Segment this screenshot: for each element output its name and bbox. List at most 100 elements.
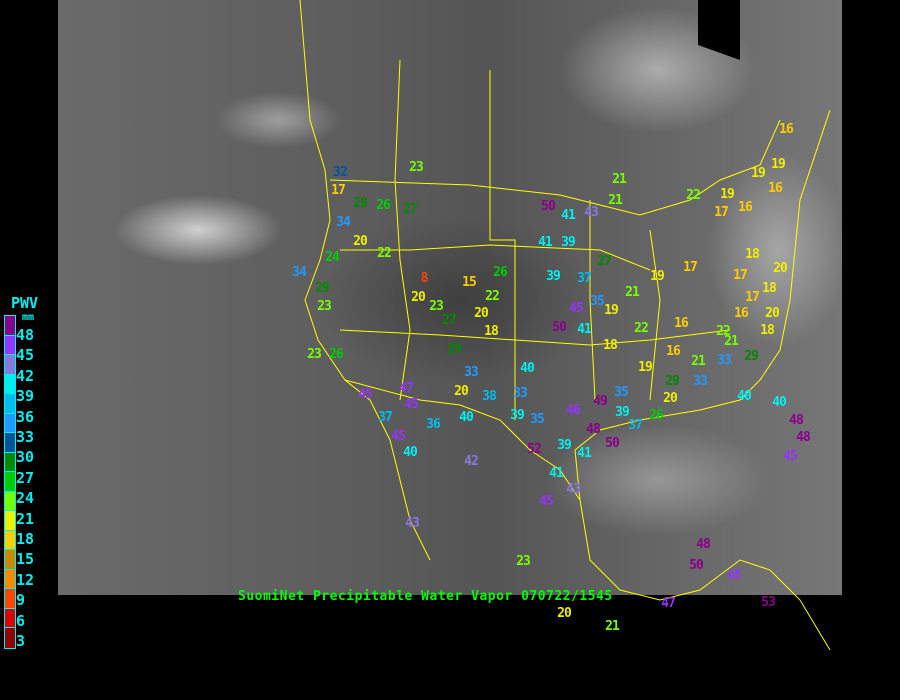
station-pwv-value: 32 — [333, 165, 348, 180]
station-pwv-value: 20 — [765, 306, 780, 321]
station-pwv-value: 40 — [737, 389, 752, 404]
color-scale-bin — [5, 433, 15, 453]
color-scale-tick: 42 — [16, 366, 35, 385]
color-scale-tick: 39 — [16, 387, 35, 406]
station-pwv-value: 18 — [762, 281, 777, 296]
state-line — [340, 244, 651, 271]
station-pwv-value: 17 — [745, 290, 760, 305]
color-scale-bin — [5, 569, 15, 589]
legend-unit: mm — [22, 312, 35, 323]
station-pwv-value: 21 — [608, 193, 623, 208]
state-line — [339, 329, 731, 346]
station-pwv-value: 35 — [530, 412, 545, 427]
station-pwv-value: 48 — [696, 537, 711, 552]
station-pwv-value: 23 — [317, 299, 332, 314]
us-mexico-border — [344, 379, 581, 501]
us-canada-border — [329, 119, 781, 216]
station-pwv-value: 15 — [462, 275, 477, 290]
station-pwv-value: 48 — [789, 413, 804, 428]
station-pwv-value: 29 — [665, 374, 680, 389]
station-pwv-value: 22 — [377, 246, 392, 261]
station-pwv-value: 43 — [584, 205, 599, 220]
station-pwv-value: 37 — [628, 418, 643, 433]
station-pwv-value: 41 — [577, 446, 592, 461]
color-scale-tick: 45 — [16, 346, 35, 365]
station-pwv-value: 23 — [516, 554, 531, 569]
station-pwv-value: 45 — [569, 301, 584, 316]
station-pwv-value: 45 — [358, 387, 373, 402]
station-pwv-value: 42 — [464, 454, 479, 469]
station-pwv-value: 21 — [724, 334, 739, 349]
station-pwv-value: 16 — [734, 306, 749, 321]
station-pwv-value: 22 — [716, 324, 731, 339]
station-pwv-value: 37 — [577, 271, 592, 286]
station-pwv-value: 33 — [464, 365, 479, 380]
color-scale-bin — [5, 628, 15, 648]
color-scale-tick: 27 — [16, 468, 35, 487]
station-pwv-value: 22 — [634, 321, 649, 336]
station-pwv-value: 26 — [376, 198, 391, 213]
station-pwv-value: 50 — [689, 558, 704, 573]
station-pwv-value: 26 — [493, 265, 508, 280]
station-pwv-value: 41 — [577, 322, 592, 337]
color-scale-tick: 15 — [16, 550, 35, 569]
station-pwv-value: 16 — [738, 200, 753, 215]
color-scale-bin — [5, 355, 15, 375]
station-pwv-value: 39 — [615, 405, 630, 420]
station-pwv-value: 45 — [391, 429, 406, 444]
station-pwv-value: 17 — [733, 268, 748, 283]
station-pwv-value: 39 — [561, 235, 576, 250]
station-pwv-value: 38 — [482, 389, 497, 404]
station-pwv-value: 39 — [510, 408, 525, 423]
color-scale-bin — [5, 316, 15, 336]
state-line — [649, 229, 661, 401]
station-pwv-value: 45 — [404, 397, 419, 412]
color-scale-tick: 9 — [16, 591, 26, 610]
station-pwv-value: 27 — [442, 313, 457, 328]
station-pwv-value: 49 — [593, 394, 608, 409]
color-scale-bin — [5, 491, 15, 511]
station-pwv-value: 33 — [513, 386, 528, 401]
station-pwv-value: 39 — [546, 269, 561, 284]
station-pwv-value: 47 — [661, 596, 676, 611]
station-pwv-value: 16 — [768, 181, 783, 196]
color-scale-bin — [5, 550, 15, 570]
map-caption: SuomiNet Precipitable Water Vapor 070722… — [238, 589, 613, 604]
color-scale-tick: 36 — [16, 407, 35, 426]
station-pwv-value: 50 — [541, 199, 556, 214]
station-pwv-value: 45 — [539, 494, 554, 509]
station-pwv-value: 33 — [717, 353, 732, 368]
no-data-region — [698, 0, 740, 60]
station-pwv-value: 36 — [426, 417, 441, 432]
station-pwv-value: 29 — [744, 349, 759, 364]
station-pwv-value: 16 — [674, 316, 689, 331]
station-pwv-value: 21 — [625, 285, 640, 300]
station-pwv-value: 41 — [549, 466, 564, 481]
legend-title: PWV — [11, 294, 39, 312]
station-pwv-value: 22 — [686, 188, 701, 203]
station-pwv-value: 20 — [474, 306, 489, 321]
station-pwv-value: 18 — [745, 247, 760, 262]
color-scale-tick: 30 — [16, 448, 35, 467]
station-pwv-value: 26 — [329, 347, 344, 362]
station-pwv-value: 45 — [783, 449, 798, 464]
station-pwv-value: 20 — [411, 290, 426, 305]
station-pwv-value: 18 — [603, 338, 618, 353]
color-scale-bin — [5, 374, 15, 394]
station-pwv-value: 16 — [779, 122, 794, 137]
station-pwv-value: 23 — [409, 160, 424, 175]
station-pwv-value: 53 — [761, 595, 776, 610]
color-scale-tick: 12 — [16, 570, 35, 589]
station-pwv-value: 40 — [772, 395, 787, 410]
station-pwv-value: 20 — [773, 261, 788, 276]
station-pwv-value: 20 — [557, 606, 572, 621]
station-pwv-value: 50 — [552, 320, 567, 335]
color-scale-tick: 21 — [16, 509, 35, 528]
color-scale-tick: 24 — [16, 489, 35, 508]
station-pwv-value: 33 — [693, 374, 708, 389]
station-pwv-value: 40 — [403, 445, 418, 460]
station-pwv-value: 21 — [605, 619, 620, 634]
color-scale-bin — [5, 589, 15, 609]
station-pwv-value: 20 — [454, 384, 469, 399]
